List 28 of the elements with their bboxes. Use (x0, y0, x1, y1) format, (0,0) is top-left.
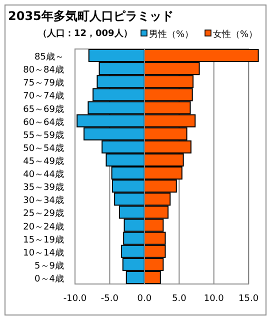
chart-title: 2035年多気町人口ピラミッド (8, 9, 174, 23)
x-tick-label: 10.0 (204, 294, 224, 304)
y-tick-label: 70～74歳 (23, 90, 64, 102)
x-tick-label: 0.0 (137, 294, 152, 304)
y-tick-label: 20～24歳 (23, 221, 64, 232)
x-tick-label: 5.0 (172, 294, 187, 304)
y-tick-label: 55～59歳 (23, 130, 64, 141)
legend-label: 女性（%） (213, 29, 258, 40)
y-tick-label: 45～49歳 (23, 156, 64, 167)
y-tick-label: 65～69歳 (23, 104, 64, 115)
y-tick-label: 35～39歳 (23, 182, 64, 194)
legend-label: 男性（%） (149, 29, 194, 40)
x-tick-label: 15.0 (238, 294, 259, 304)
x-tick-label: -10.0 (63, 294, 87, 304)
y-tick-label: 10～14歳 (23, 247, 64, 258)
y-tick-label: 85歳～ (34, 52, 64, 63)
y-tick-label: 60～64歳 (23, 116, 64, 128)
y-tick-label: 25～29歳 (23, 208, 64, 220)
y-tick-label: 0～4歳 (34, 273, 64, 284)
y-tick-label: 75～79歳 (23, 78, 64, 89)
y-tick-label: 5～9歳 (34, 260, 64, 272)
chart-subtitle: （人口：12，009人） (38, 28, 132, 39)
y-tick-label: 15～19歳 (23, 234, 64, 246)
y-tick-label: 30～34歳 (23, 195, 64, 206)
y-tick-label: 40～44歳 (23, 169, 64, 180)
y-tick-label: 80～84歳 (23, 64, 64, 76)
x-tick-label: -5.0 (100, 294, 119, 304)
y-tick-label: 50～54歳 (23, 142, 64, 154)
